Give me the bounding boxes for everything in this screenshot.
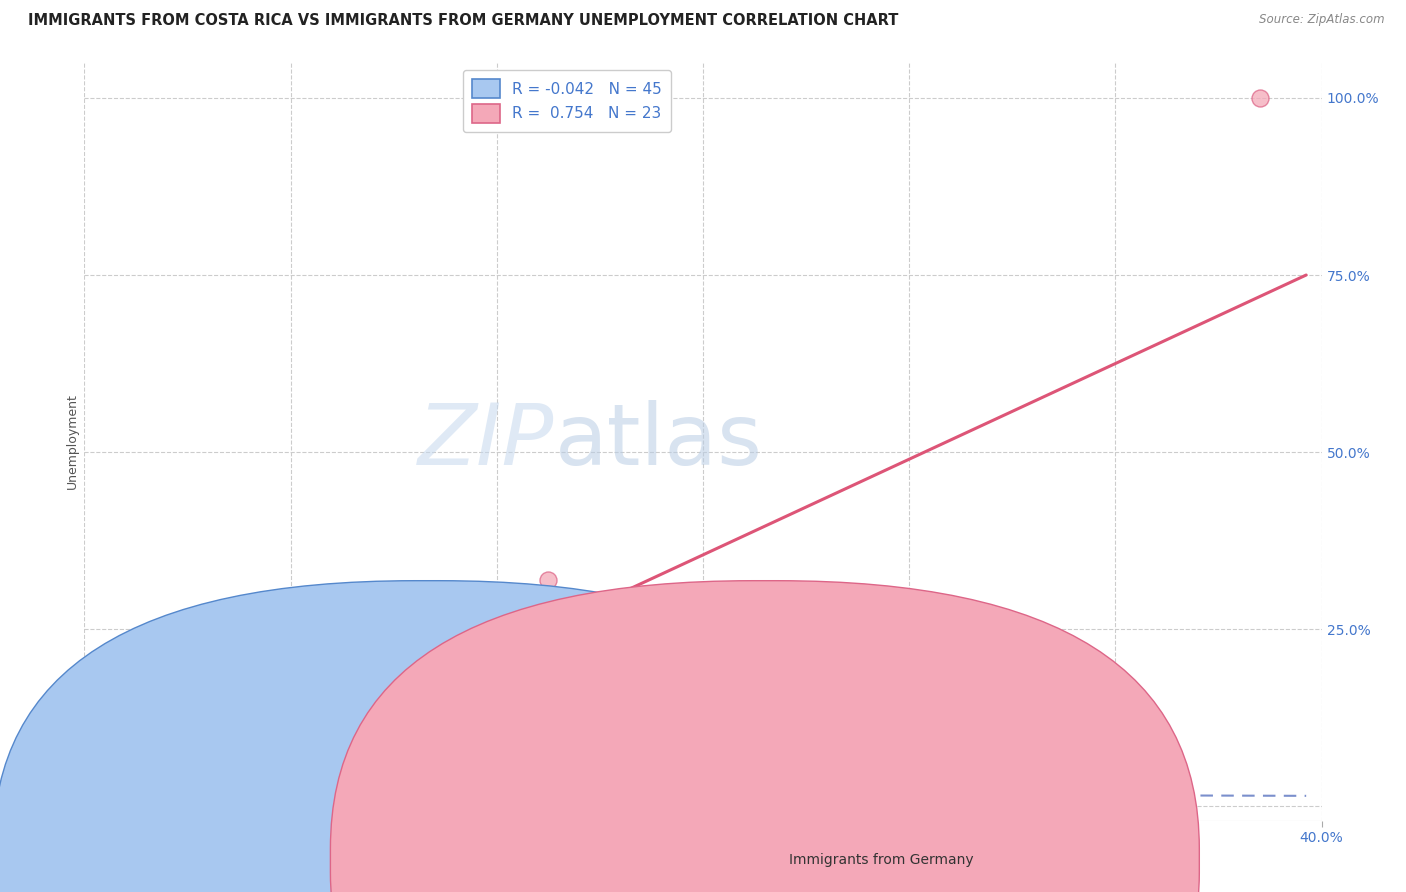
FancyBboxPatch shape [330, 581, 1199, 892]
Point [135, 778, 157, 792]
Point [429, 778, 451, 792]
Text: Source: ZipAtlas.com: Source: ZipAtlas.com [1260, 13, 1385, 27]
Point [94, 785, 117, 799]
Point [104, 778, 127, 792]
Point [181, 725, 204, 739]
Point [1249, 91, 1271, 105]
Point [166, 722, 188, 736]
Point [122, 778, 145, 792]
Point [107, 781, 129, 796]
Point [259, 739, 281, 754]
Point [367, 675, 389, 690]
Text: IMMIGRANTS FROM COSTA RICA VS IMMIGRANTS FROM GERMANY UNEMPLOYMENT CORRELATION C: IMMIGRANTS FROM COSTA RICA VS IMMIGRANTS… [28, 13, 898, 29]
Point [135, 736, 157, 750]
Point [352, 781, 374, 796]
Legend: R = -0.042   N = 45, R =  0.754   N = 23: R = -0.042 N = 45, R = 0.754 N = 23 [463, 70, 671, 132]
Point [475, 785, 498, 799]
Point [321, 690, 343, 704]
Point [1032, 679, 1054, 693]
Point [191, 743, 214, 757]
Point [114, 729, 136, 743]
Point [197, 739, 219, 754]
Point [321, 729, 343, 743]
Point [101, 781, 124, 796]
Point [290, 732, 312, 747]
Point [150, 718, 173, 732]
Point [83, 785, 105, 799]
Point [104, 743, 127, 757]
Point [150, 729, 173, 743]
Point [117, 781, 139, 796]
Point [101, 785, 124, 799]
Point [475, 700, 498, 714]
Point [692, 679, 714, 693]
Point [129, 707, 152, 722]
Point [630, 654, 652, 668]
FancyBboxPatch shape [0, 581, 862, 892]
Text: Immigrants from Germany: Immigrants from Germany [789, 854, 973, 867]
Point [939, 785, 962, 799]
Point [537, 573, 560, 587]
Point [114, 785, 136, 799]
Point [120, 785, 142, 799]
Point [939, 672, 962, 686]
Point [86, 778, 108, 792]
Point [89, 785, 111, 799]
Text: atlas: atlas [554, 400, 762, 483]
Point [98, 785, 121, 799]
Point [413, 682, 436, 697]
Point [110, 785, 132, 799]
Text: ZIP: ZIP [418, 400, 554, 483]
Point [129, 781, 152, 796]
Point [89, 781, 111, 796]
Point [89, 781, 111, 796]
Point [160, 722, 183, 736]
Point [336, 785, 359, 799]
Point [98, 756, 121, 771]
Point [83, 785, 105, 799]
Point [91, 781, 114, 796]
Point [815, 679, 838, 693]
Point [382, 785, 405, 799]
Point [91, 785, 114, 799]
Point [197, 739, 219, 754]
Point [166, 736, 188, 750]
Point [212, 732, 235, 747]
Point [305, 718, 328, 732]
Point [172, 714, 194, 729]
Point [141, 729, 163, 743]
Point [86, 785, 108, 799]
Point [104, 785, 127, 799]
Point [89, 778, 111, 792]
Y-axis label: Unemployment: Unemployment [66, 393, 79, 490]
Point [98, 778, 121, 792]
Point [122, 718, 145, 732]
Point [94, 781, 117, 796]
Point [243, 736, 266, 750]
Point [243, 736, 266, 750]
Text: Immigrants from Costa Rica: Immigrants from Costa Rica [451, 854, 645, 867]
Point [91, 778, 114, 792]
